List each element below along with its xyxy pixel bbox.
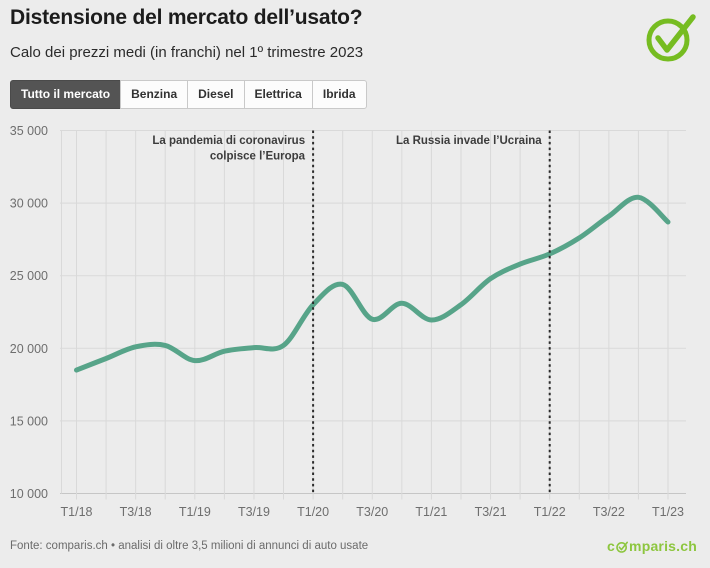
event-annotation: colpisce l’Europa [210, 151, 306, 163]
check-circle-icon [616, 541, 629, 553]
event-annotation: La pandemia di coronavirus [152, 135, 305, 147]
x-axis-tick-label: T3/22 [593, 505, 625, 519]
fuel-filter-tab-bar: Tutto il mercato Benzina Diesel Elettrica Ib… [10, 80, 367, 110]
y-axis-tick-label: 15 000 [10, 414, 48, 428]
source-note: Fonte: comparis.ch • analisi di oltre 3,… [10, 540, 369, 552]
y-axis-tick-label: 30 000 [10, 197, 48, 211]
x-axis-tick-label: T1/23 [652, 505, 684, 519]
y-axis-tick-label: 35 000 [10, 124, 48, 138]
price-line [74, 194, 671, 373]
x-axis-tick-label: T3/19 [238, 505, 270, 519]
x-axis-tick-label: T1/22 [534, 505, 566, 519]
tab-tutto-il-mercato[interactable]: Tutto il mercato [10, 80, 122, 110]
y-axis-tick-label: 25 000 [10, 269, 48, 283]
tab-benzina[interactable]: Benzina [120, 80, 189, 110]
tab-elettrica[interactable]: Elettrica [243, 80, 313, 110]
x-axis-tick-label: T3/21 [475, 505, 507, 519]
y-axis-tick-label: 20 000 [10, 342, 48, 356]
comparis-check-circle-icon [646, 14, 696, 62]
x-axis-tick-label: T1/20 [297, 505, 329, 519]
x-axis-tick-label: T1/19 [179, 505, 211, 519]
x-axis-tick-label: T1/21 [415, 505, 447, 519]
wordmark-text-post: mparis.ch [629, 538, 697, 554]
event-annotation: La Russia invade l’Ucraina [396, 135, 542, 147]
x-axis-tick-label: T3/20 [356, 505, 388, 519]
wordmark-text-pre: c [607, 538, 616, 554]
page-title: Distensione del mercato dell’usato? [10, 6, 363, 29]
tab-diesel[interactable]: Diesel [187, 80, 245, 110]
tab-ibrida[interactable]: Ibrida [311, 80, 367, 110]
x-axis-tick-label: T1/18 [61, 505, 93, 519]
page-subtitle: Calo dei prezzi medi (in franchi) nel 1º… [10, 44, 364, 61]
y-axis-tick-label: 10 000 [10, 487, 48, 501]
comparis-wordmark: c mparis.ch [607, 538, 697, 554]
x-axis-tick-label: T3/18 [120, 505, 152, 519]
